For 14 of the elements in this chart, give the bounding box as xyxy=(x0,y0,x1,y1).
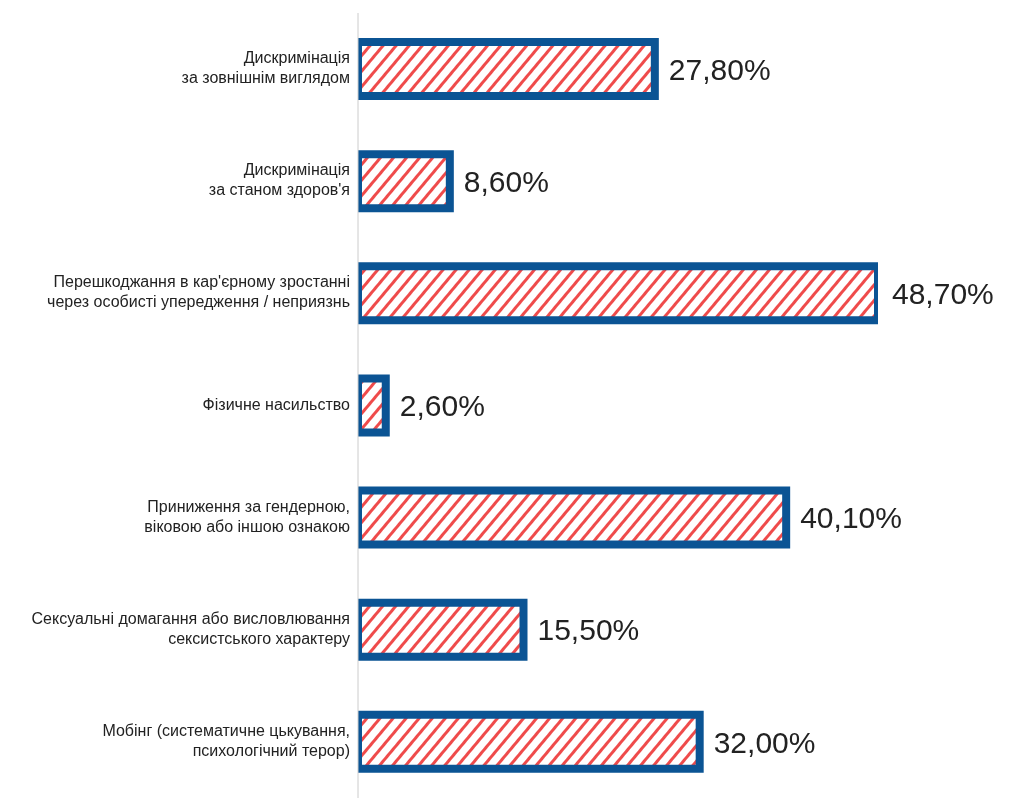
data-label: 48,70% xyxy=(892,276,994,310)
data-label: 15,50% xyxy=(537,613,640,647)
y-tick-label: Дискримінація за зовнішнім виглядом xyxy=(181,49,350,87)
y-tick-label: Мобінг (систематичне цькування, психологічний терор) xyxy=(102,722,350,760)
data-label: 27,80% xyxy=(668,52,771,86)
y-tick-label: Перешкоджання в кар'єрному зростанні через особисті упередження / неприязнь xyxy=(47,273,350,311)
data-label: 2,60% xyxy=(399,389,485,423)
data-label: 8,60% xyxy=(463,164,549,198)
y-tick-label: Сексуальні домагання або висловлювання сексистського характеру xyxy=(31,610,350,648)
y-tick-label: Дискримінація за станом здоров'я xyxy=(208,161,350,199)
data-label: 40,10% xyxy=(800,501,902,535)
y-tick-label: Приниження за гендерною, віковою або іншою ознакою xyxy=(144,497,350,535)
y-tick-label: Фізичне насильство xyxy=(202,395,351,413)
data-label: 32,00% xyxy=(713,725,816,759)
